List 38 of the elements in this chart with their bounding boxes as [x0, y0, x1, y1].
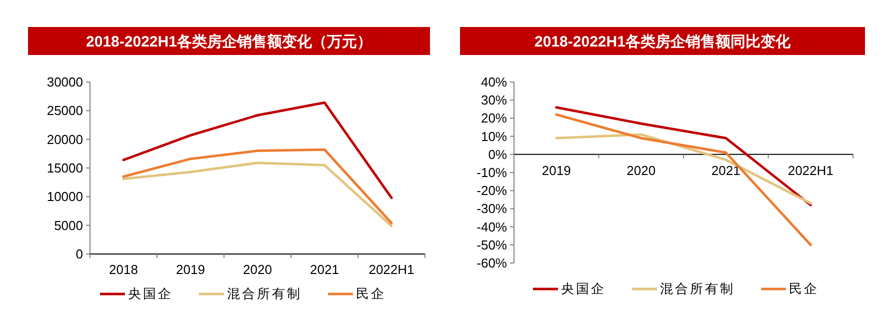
x-tick-label: 2022H1 — [368, 262, 414, 277]
x-tick-label: 2021 — [711, 163, 740, 178]
x-tick-label: 2021 — [310, 262, 339, 277]
y-tick-label: -50% — [476, 237, 508, 252]
y-tick-label: -20% — [476, 183, 508, 198]
line-series — [122, 148, 393, 224]
y-tick-label: 15000 — [46, 160, 83, 176]
line-series — [122, 101, 393, 200]
x-tick-label: 2019 — [176, 262, 205, 277]
y-tick-label: -30% — [476, 201, 508, 216]
y-tick-label: -60% — [476, 256, 508, 270]
y-tick-label: 0 — [76, 246, 83, 262]
y-tick-label: 10000 — [46, 189, 83, 204]
y-tick-label: 30% — [480, 92, 508, 108]
x-tick-label: 2020 — [626, 163, 656, 178]
y-tick-label: 10% — [480, 128, 508, 144]
x-tick-label: 2018 — [109, 262, 138, 277]
line-series — [122, 162, 393, 228]
chart-title: 2018-2022H1各类房企销售额同比变化 — [534, 32, 792, 50]
chart-title: 2018-2022H1各类房企销售额变化（万元） — [86, 32, 372, 50]
y-tick-label: 30000 — [46, 74, 83, 90]
y-tick-label: 25000 — [46, 103, 83, 118]
y-tick-label: -10% — [476, 165, 508, 180]
legend-label: 民企 — [789, 281, 819, 296]
y-tick-label: 0% — [488, 146, 508, 162]
y-tick-label: 20000 — [46, 132, 83, 147]
legend-label: 央国企 — [128, 286, 173, 301]
y-tick-label: 5000 — [54, 218, 83, 233]
x-tick-label: 2022H1 — [788, 163, 834, 178]
y-tick-label: 20% — [480, 110, 508, 126]
y-tick-label: 40% — [480, 74, 508, 90]
legend-label: 混合所有制 — [227, 286, 302, 301]
legend-label: 混合所有制 — [660, 281, 735, 296]
x-tick-label: 2019 — [542, 163, 571, 178]
legend-label: 民企 — [356, 286, 386, 301]
legend-label: 央国企 — [561, 281, 606, 296]
y-tick-label: -40% — [476, 219, 508, 234]
x-tick-label: 2020 — [243, 262, 272, 277]
